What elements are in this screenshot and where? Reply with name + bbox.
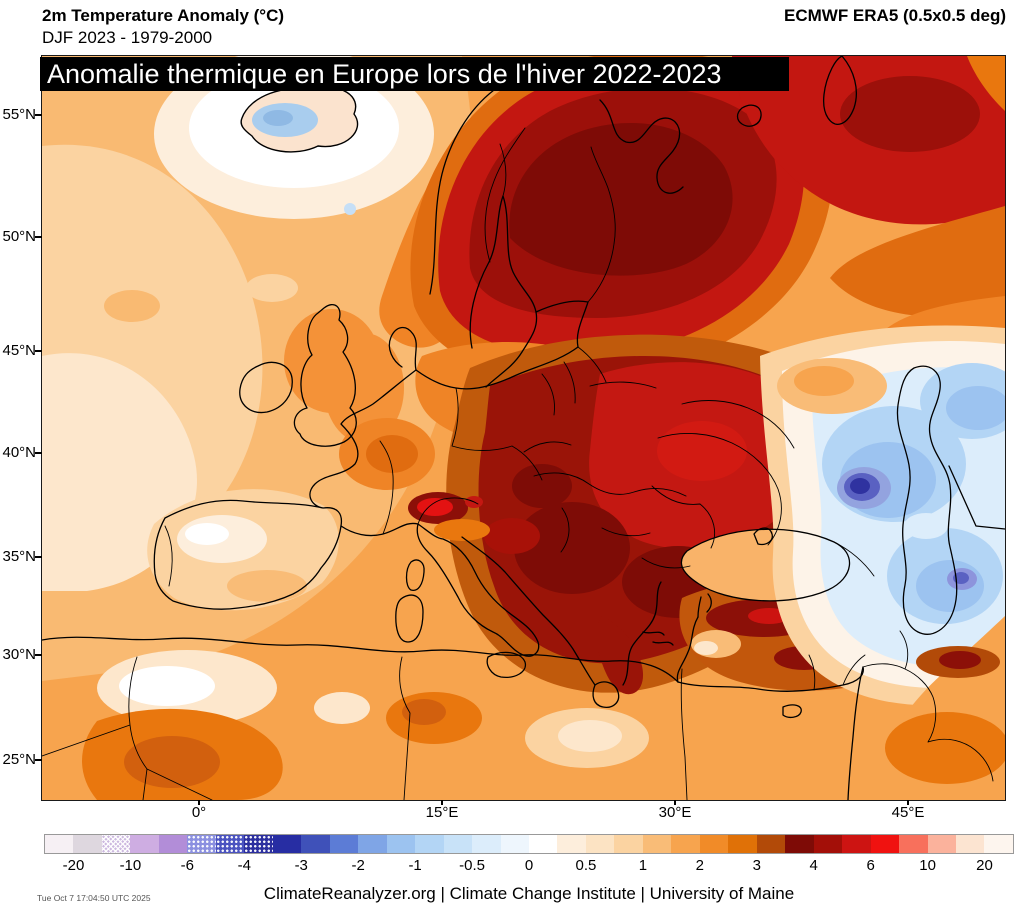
lat-tickmark [35, 654, 42, 656]
colorbar-tick-label: 20 [976, 857, 993, 874]
lat-tick-label: 40°N [2, 444, 36, 461]
colorbar-cell [870, 835, 900, 853]
colorbar-tick-label: -0.5 [459, 857, 485, 874]
colorbar-tick-label: 2 [695, 857, 704, 874]
colorbar-cell [927, 835, 956, 853]
europe-anomaly-map [41, 55, 1006, 801]
lat-tickmark [35, 114, 42, 116]
colorbar-cell [756, 835, 786, 853]
colorbar-cell [130, 835, 159, 853]
lon-tick-label: 15°E [425, 804, 459, 821]
colorbar-tick-label: 0 [524, 857, 534, 874]
colorbar-cell [671, 835, 700, 853]
generation-timestamp: Tue Oct 7 17:04:50 UTC 2025 [37, 893, 151, 903]
credit-line: ClimateReanalyzer.org | Climate Change I… [263, 884, 795, 903]
colorbar-cell [386, 835, 416, 853]
lon-tick-label: 30°E [658, 804, 692, 821]
lon-tickmark [907, 800, 909, 805]
colorbar-cell [899, 835, 928, 853]
colorbar-cell [984, 835, 1013, 853]
dataset-label: ECMWF ERA5 (0.5x0.5 deg) [784, 6, 1006, 25]
colorbar-cell [557, 835, 586, 853]
colorbar-tick-label: 6 [866, 857, 875, 874]
colorbar-cell [215, 835, 245, 853]
colorbar-tick-label: 3 [752, 857, 761, 874]
colorbar-cell [472, 835, 501, 853]
colorbar-cell [500, 835, 529, 853]
overlay-banner: Anomalie thermique en Europe lors de l'h… [40, 57, 789, 91]
colorbar-cell [813, 835, 843, 853]
colorbar-tick-label: -4 [237, 857, 251, 874]
colorbar-cell [956, 835, 985, 853]
colorbar-cell [101, 835, 131, 853]
lat-tick-label: 25°N [2, 751, 36, 768]
colorbar-tick-label: -10 [119, 857, 142, 874]
lat-tick-label: 45°N [2, 342, 36, 359]
colorbar-tick-label: -20 [62, 857, 85, 874]
lat-tickmark [35, 350, 42, 352]
colorbar-cell [614, 835, 643, 853]
colorbar-labels: -20 -10 -6 -4 -3 -2 -1 -0.5 0 0.5 1 2 3 4 6 10 20 [45, 857, 1013, 875]
lat-tickmark [35, 556, 42, 558]
page-subtitle: DJF 2023 - 1979-2000 [42, 28, 213, 47]
colorbar-tick-label: 10 [919, 857, 936, 874]
colorbar-tick-label: -3 [294, 857, 308, 874]
colorbar-cell [301, 835, 330, 853]
page-title: 2m Temperature Anomaly (°C) [42, 6, 285, 25]
colorbar-tick-label: -6 [180, 857, 195, 874]
lon-tick-label: 0° [191, 804, 207, 821]
colorbar [44, 834, 1014, 854]
anomaly-field-svg [42, 56, 1005, 800]
lon-tick-label: 45°E [891, 804, 925, 821]
colorbar-cell [158, 835, 188, 853]
lat-tick-label: 30°N [2, 646, 36, 663]
lat-tick-label: 55°N [2, 106, 36, 123]
colorbar-cell [358, 835, 387, 853]
colorbar-cell [443, 835, 473, 853]
lon-tickmark [198, 800, 200, 805]
colorbar-cell [415, 835, 444, 853]
colorbar-cell [642, 835, 672, 853]
colorbar-cell [699, 835, 729, 853]
lat-tickmark [35, 759, 42, 761]
lat-tick-label: 35°N [2, 548, 36, 565]
colorbar-cell [73, 835, 102, 853]
lat-tick-label: 50°N [2, 228, 36, 245]
colorbar-cell [45, 835, 74, 853]
colorbar-cell [528, 835, 558, 853]
colorbar-cell [785, 835, 814, 853]
colorbar-cell [585, 835, 615, 853]
lat-tickmark [35, 452, 42, 454]
country-borders [42, 127, 994, 800]
colorbar-cell [187, 835, 216, 853]
colorbar-cell [842, 835, 871, 853]
colorbar-cell [244, 835, 273, 853]
colorbar-tick-label: -1 [408, 857, 422, 874]
colorbar-tick-label: 1 [638, 857, 648, 874]
lon-tickmark [441, 800, 443, 805]
lon-tickmark [674, 800, 676, 805]
colorbar-tick-label: 4 [809, 857, 818, 874]
colorbar-cell [272, 835, 302, 853]
colorbar-tick-label: -2 [351, 857, 365, 874]
colorbar-cell [728, 835, 757, 853]
lat-tickmark [35, 236, 42, 238]
colorbar-tick-label: 0.5 [575, 857, 597, 874]
colorbar-cell [329, 835, 359, 853]
